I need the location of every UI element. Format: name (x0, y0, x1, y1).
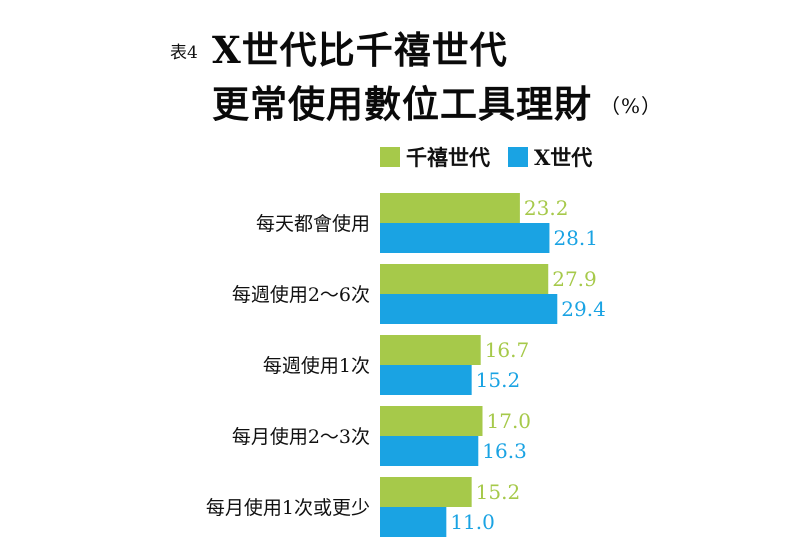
data-label: 27.9 (552, 267, 597, 291)
legend-item-genx: X世代 (508, 142, 592, 172)
data-label: 16.7 (485, 338, 530, 362)
data-label: 17.0 (487, 409, 532, 433)
data-label: 29.4 (561, 297, 606, 321)
bar-millennials (380, 264, 549, 294)
chart-title-line2-text: 更常使用數位工具理財 (212, 82, 592, 126)
bar-genx (380, 365, 472, 395)
bar-millennials (380, 477, 472, 507)
unit-label: （%） (600, 94, 663, 118)
bar-millennials (380, 406, 483, 436)
bar-genx (380, 294, 558, 324)
chart-title-line1: X世代比千禧世代 (212, 28, 508, 72)
legend-item-millennials: 千禧世代 (380, 142, 490, 172)
data-label: 16.3 (482, 439, 527, 463)
data-label: 11.0 (450, 510, 495, 534)
bar-genx (380, 436, 479, 466)
table-number: 表4 (170, 43, 198, 63)
legend-swatch-millennials (380, 147, 400, 167)
data-label: 15.2 (476, 480, 521, 504)
legend: 千禧世代 X世代 (380, 142, 610, 172)
category-label: 每月使用1次或更少 (206, 497, 370, 519)
category-label: 每天都會使用 (256, 213, 370, 235)
bar-genx (380, 507, 447, 537)
category-label: 每週使用1次 (263, 355, 370, 377)
chart-title-line2: 更常使用數位工具理財 （%） (212, 74, 662, 128)
data-label: 15.2 (476, 368, 521, 392)
category-label: 每月使用2～3次 (232, 426, 370, 448)
category-label: 每週使用2～6次 (232, 284, 370, 306)
bar-genx (380, 223, 550, 253)
bar-millennials (380, 335, 481, 365)
legend-swatch-genx (508, 147, 528, 167)
data-label: 23.2 (524, 196, 569, 220)
bar-millennials (380, 193, 520, 223)
legend-label-millennials: 千禧世代 (406, 145, 490, 170)
data-label: 28.1 (553, 226, 598, 250)
legend-label-genx: X世代 (534, 145, 593, 170)
